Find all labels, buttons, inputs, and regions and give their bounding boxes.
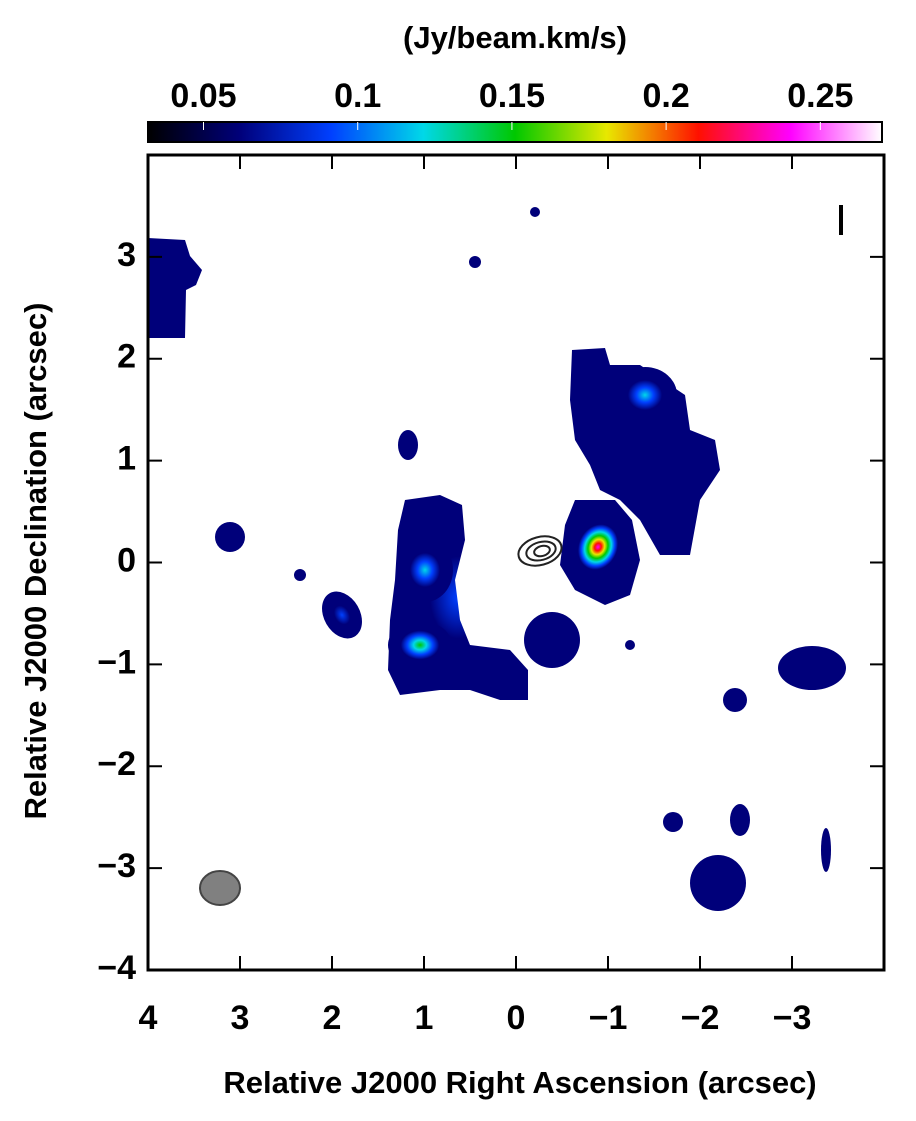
colorbar-label: (Jy/beam.km/s)	[403, 20, 627, 55]
emission	[388, 621, 452, 669]
emission	[398, 430, 418, 460]
emission	[625, 640, 635, 650]
x-tick-label: 4	[139, 999, 158, 1037]
emission	[530, 207, 540, 217]
x-tick-label: 3	[231, 999, 250, 1037]
y-tick-label: −1	[97, 643, 136, 681]
emission	[294, 569, 306, 581]
colorbar-tick-label: 0.2	[642, 77, 689, 115]
y-tick-label: −4	[97, 949, 136, 987]
emission-map	[148, 205, 846, 911]
emission	[215, 522, 245, 552]
emission	[778, 646, 846, 690]
emission	[524, 612, 580, 668]
y-tick-label: 1	[117, 440, 136, 478]
colorbar	[147, 121, 883, 143]
emission	[570, 348, 720, 555]
emission	[613, 367, 677, 423]
x-tick-label: −3	[773, 999, 812, 1037]
y-tick-label: 3	[117, 236, 136, 274]
emission	[690, 855, 746, 911]
emission	[663, 812, 683, 832]
colorbar-tick-label: 0.1	[334, 77, 381, 115]
colorbar-tick-label: 0.25	[787, 77, 853, 115]
emission	[469, 256, 481, 268]
y-tick-label: −3	[97, 847, 136, 885]
emission	[730, 804, 750, 836]
emission	[723, 688, 747, 712]
y-axis-label: Relative J2000 Declination (arcsec)	[18, 303, 53, 820]
colorbar-tick-label: 0.15	[479, 77, 545, 115]
y-tick-label: −2	[97, 745, 136, 783]
x-tick-label: 1	[415, 999, 434, 1037]
emission	[821, 828, 831, 872]
x-tick-label: 2	[323, 999, 342, 1037]
contours	[517, 535, 563, 567]
marker	[839, 205, 843, 235]
emission	[148, 238, 202, 338]
x-axis-label: Relative J2000 Right Ascension (arcsec)	[223, 1065, 816, 1100]
emission	[388, 495, 528, 700]
beam	[199, 870, 241, 906]
frame	[146, 153, 886, 972]
x-tick-label: −2	[681, 999, 720, 1037]
emission	[397, 538, 453, 602]
emission	[322, 591, 362, 639]
colorbar-tick-label: 0.05	[170, 77, 236, 115]
y-tick-label: 2	[117, 338, 136, 376]
y-tick-label: 0	[117, 541, 136, 579]
x-tick-label: 0	[507, 999, 526, 1037]
x-tick-label: −1	[589, 999, 628, 1037]
emission	[568, 513, 628, 581]
